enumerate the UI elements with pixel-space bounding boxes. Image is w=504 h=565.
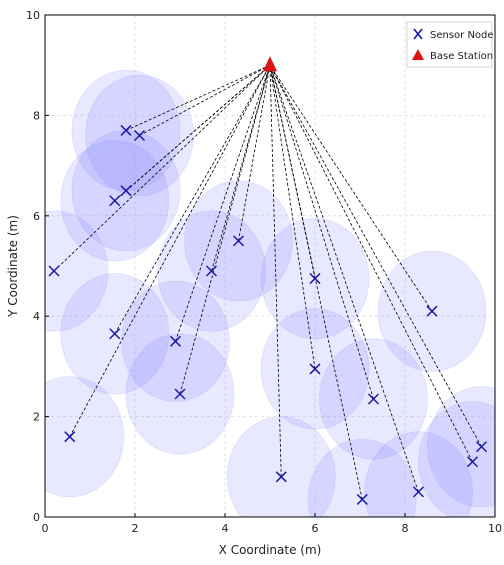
sensor-node-marker [232,235,245,247]
link-line [269,64,433,312]
links [53,64,482,500]
sensor-node-marker [133,129,146,142]
coverage-circle [45,375,125,498]
link-line [175,65,271,342]
coverage-circle [307,438,417,517]
sensor-node-marker [174,388,186,400]
y-tick-label: 0 [33,511,40,524]
link-line [269,65,473,462]
sensor-node-marker [109,195,121,207]
sensor-node-marker [109,328,121,340]
legend-base-station-marker [412,49,424,60]
grid [45,15,495,517]
sensor-node-marker [205,265,218,277]
y-tick-label: 10 [26,9,40,22]
x-tick-label: 4 [222,522,229,535]
y-tick-label: 4 [33,310,40,323]
markers [48,56,488,505]
link-line [125,64,271,131]
link-line [211,65,271,272]
sensor-node-marker [466,456,479,468]
link-line [269,65,482,447]
link-line [69,65,271,437]
legend-base-station-label: Base Station [430,51,493,62]
coverage-circle [45,210,109,332]
x-axis-label: X Coordinate (m) [219,543,322,557]
sensor-node-marker [120,124,132,136]
coverage-circle [418,401,495,517]
sensor-node-marker [475,441,488,453]
sensor-node-marker [275,471,287,483]
link-line [269,65,374,400]
link-line [269,65,363,500]
sensor-node-marker [356,493,368,505]
legend-sensor-marker [413,28,423,40]
legend: Sensor Node Base Station [406,21,494,68]
x-tick-label: 6 [312,522,319,535]
link-line [114,64,271,334]
sensor-node-marker [412,486,425,498]
link-line [179,65,271,395]
x-tick-label: 0 [42,522,49,535]
sensor-node-marker [367,393,380,405]
sensor-node-marker [426,305,438,317]
link-line [269,65,282,477]
x-tick-label: 10 [488,522,502,535]
sensor-node-marker [169,335,182,347]
x-tick-label: 8 [402,522,409,535]
x-tick-label: 2 [132,522,139,535]
axes-ticks: 0 2 4 6 8 10 0 2 4 6 8 10 [26,9,502,535]
y-tick-label: 2 [33,411,40,424]
plot-area [45,15,495,517]
base-station-marker [263,56,277,72]
coverage-circle [427,385,495,508]
coverage-circle [364,431,473,517]
sensor-node-marker [48,265,60,277]
sensor-node-marker [309,273,321,285]
y-tick-label: 8 [33,109,40,122]
link-line [269,65,316,369]
y-tick-label: 6 [33,210,40,223]
link-line [114,64,271,202]
plot-frame [44,14,496,518]
legend-sensor-label: Sensor Node [430,30,494,41]
sensor-node-marker [309,363,321,375]
link-line [269,65,419,493]
sensor-node-marker [64,431,76,443]
sensor-node-marker [120,185,132,197]
y-axis-label: Y Coordinate (m) [6,215,20,318]
